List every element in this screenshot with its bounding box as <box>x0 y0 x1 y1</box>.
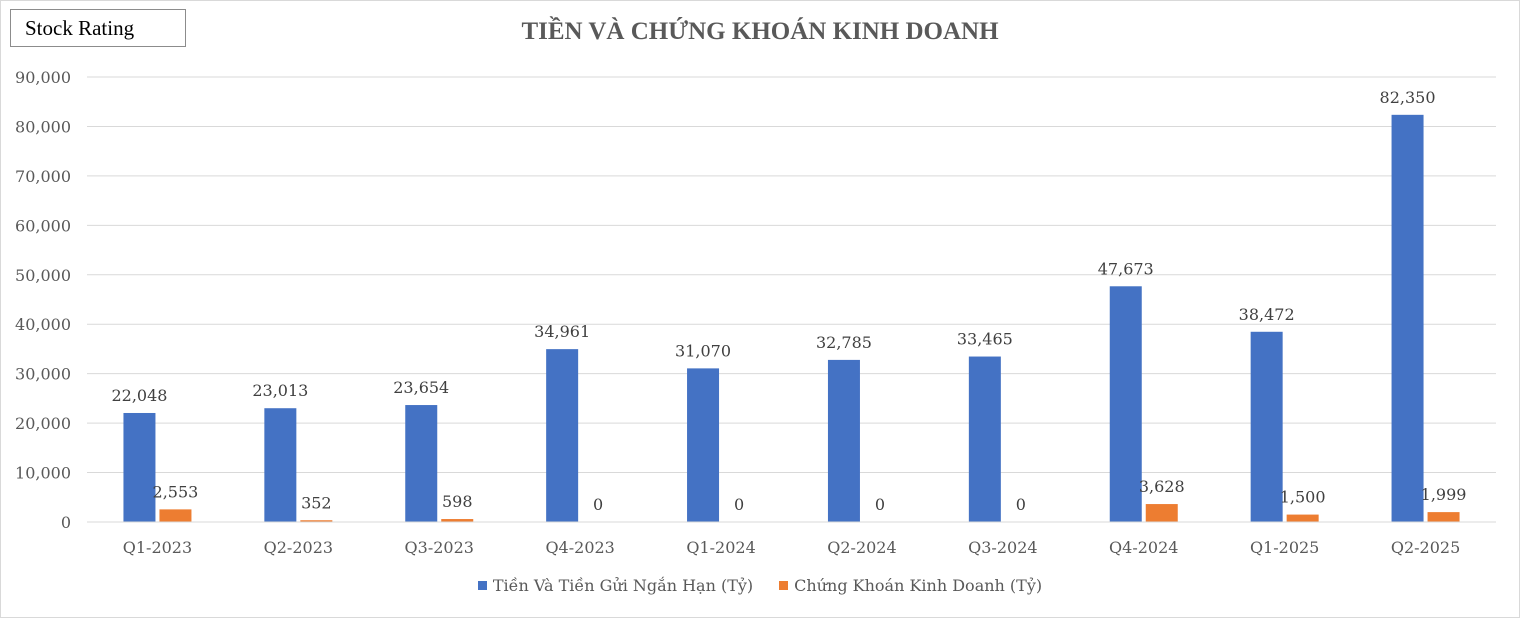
bar-securities <box>300 520 333 522</box>
legend-item-cash: Tiền Và Tiền Gửi Ngắn Hạn (Tỷ) <box>477 576 754 595</box>
data-label-cash: 82,350 <box>1380 88 1436 107</box>
data-label-cash: 23,013 <box>252 381 308 400</box>
bar-securities <box>1427 512 1460 522</box>
y-tick-label: 70,000 <box>15 167 71 186</box>
data-label-securities: 1,999 <box>1421 485 1467 504</box>
chart-title: TIỀN VÀ CHỨNG KHOÁN KINH DOANH <box>521 18 999 45</box>
x-tick-label: Q2-2024 <box>827 538 896 557</box>
y-tick-label: 40,000 <box>15 315 71 334</box>
bar-cash <box>1109 286 1142 522</box>
bar-cash <box>1250 331 1283 522</box>
legend-swatch-securities <box>779 581 789 590</box>
y-tick-label: 0 <box>61 513 71 532</box>
bar-cash <box>123 412 156 522</box>
chart-legend: Tiền Và Tiền Gửi Ngắn Hạn (Tỷ) Chứng Kho… <box>0 576 1520 595</box>
bar-securities <box>1286 514 1319 522</box>
x-tick-label: Q4-2023 <box>545 538 614 557</box>
y-tick-label: 50,000 <box>15 266 71 285</box>
data-label-cash: 34,961 <box>534 322 590 341</box>
y-tick-label: 90,000 <box>15 68 71 87</box>
data-label-securities: 1,500 <box>1280 488 1326 507</box>
x-tick-label: Q1-2024 <box>686 538 755 557</box>
data-label-securities: 352 <box>301 493 332 512</box>
data-label-securities: 598 <box>442 492 473 511</box>
x-tick-label: Q2-2025 <box>1391 538 1460 557</box>
bar-cash <box>687 368 720 522</box>
bar-securities <box>159 509 192 522</box>
data-label-cash: 33,465 <box>957 330 1013 349</box>
legend-label-cash: Tiền Và Tiền Gửi Ngắn Hạn (Tỷ) <box>492 576 754 595</box>
data-label-cash: 31,070 <box>675 341 731 360</box>
data-label-cash: 38,472 <box>1239 305 1295 324</box>
data-label-securities: 0 <box>593 495 603 514</box>
data-label-cash: 47,673 <box>1098 259 1154 278</box>
legend-label-securities: Chứng Khoán Kinh Doanh (Tỷ) <box>794 576 1043 595</box>
data-label-cash: 22,048 <box>111 386 167 405</box>
legend-item-securities: Chứng Khoán Kinh Doanh (Tỷ) <box>779 576 1042 595</box>
bar-securities <box>441 519 474 522</box>
y-tick-label: 80,000 <box>15 117 71 136</box>
x-tick-label: Q2-2023 <box>264 538 333 557</box>
data-label-securities: 0 <box>875 495 885 514</box>
bar-cash <box>968 356 1001 522</box>
data-label-securities: 0 <box>1016 495 1026 514</box>
bar-securities <box>1145 504 1178 522</box>
x-tick-label: Q3-2024 <box>968 538 1037 557</box>
data-label-securities: 3,628 <box>1139 477 1185 496</box>
y-tick-label: 20,000 <box>15 414 71 433</box>
bar-cash <box>405 405 438 522</box>
x-tick-label: Q1-2023 <box>123 538 192 557</box>
bar-cash <box>827 359 860 522</box>
x-tick-label: Q4-2024 <box>1109 538 1178 557</box>
bar-cash <box>264 408 297 522</box>
legend-swatch-cash <box>477 581 487 590</box>
y-tick-label: 10,000 <box>15 464 71 483</box>
stock-rating-badge[interactable]: Stock Rating <box>10 9 186 47</box>
data-label-cash: 32,785 <box>816 333 872 352</box>
x-tick-label: Q3-2023 <box>405 538 474 557</box>
x-tick-label: Q1-2025 <box>1250 538 1319 557</box>
y-tick-label: 30,000 <box>15 365 71 384</box>
data-label-securities: 2,553 <box>153 482 199 501</box>
data-label-cash: 23,654 <box>393 378 449 397</box>
y-tick-label: 60,000 <box>15 216 71 235</box>
bar-cash <box>1391 114 1424 522</box>
data-label-securities: 0 <box>734 495 744 514</box>
bar-cash <box>546 349 579 522</box>
